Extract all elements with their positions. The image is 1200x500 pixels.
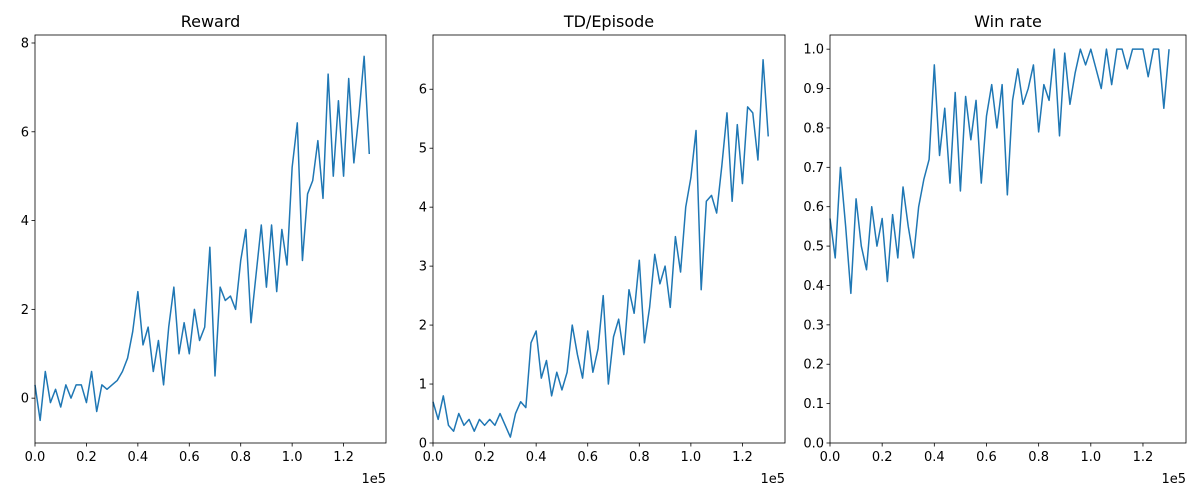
x-tick-label: 0.6: [179, 450, 200, 465]
x-tick-label: 1.0: [1080, 450, 1101, 465]
y-tick-label: 4: [21, 214, 29, 229]
x-tick-label: 0.2: [872, 450, 893, 465]
y-tick-label: 1: [419, 378, 427, 393]
y-tick-label: 0.2: [803, 358, 824, 373]
x-offset-label: 1e5: [361, 472, 386, 487]
x-tick-label: 0.8: [1028, 450, 1049, 465]
x-tick-label: 0.4: [128, 450, 149, 465]
y-tick-label: 3: [419, 260, 427, 275]
data-line: [34, 55, 371, 422]
plot-frame: [829, 34, 1187, 444]
y-tick-label: 0.4: [803, 279, 824, 294]
x-tick-label: 1.0: [282, 450, 303, 465]
x-tick-label: 0.0: [25, 450, 46, 465]
x-tick-label: 0.6: [976, 450, 997, 465]
y-tick-label: 0.8: [803, 121, 824, 136]
y-tick-label: 0.7: [803, 161, 824, 176]
y-tick-label: 4: [419, 201, 427, 216]
x-tick-label: 0.0: [423, 450, 444, 465]
y-tick-label: 0.9: [803, 82, 824, 97]
chart-title: Reward: [181, 12, 241, 31]
y-tick-label: 0: [21, 392, 29, 407]
y-tick-label: 0: [419, 437, 427, 452]
plot-frame: [432, 34, 786, 444]
x-tick-label: 0.0: [820, 450, 841, 465]
y-tick-label: 2: [419, 319, 427, 334]
chart-title: Win rate: [974, 12, 1042, 31]
x-offset-label: 1e5: [760, 472, 785, 487]
x-tick-label: 0.2: [76, 450, 97, 465]
chart-title: TD/Episode: [563, 12, 654, 31]
x-tick-label: 1.2: [333, 450, 354, 465]
x-tick-label: 0.8: [629, 450, 650, 465]
y-tick-label: 8: [21, 36, 29, 51]
y-tick-label: 6: [21, 125, 29, 140]
x-tick-label: 1.0: [681, 450, 702, 465]
y-tick-label: 6: [419, 83, 427, 98]
plot-frame: [34, 34, 387, 444]
data-line: [432, 59, 769, 438]
y-tick-label: 0.3: [803, 318, 824, 333]
y-tick-label: 0.5: [803, 240, 824, 255]
y-tick-label: 2: [21, 303, 29, 318]
x-tick-label: 0.4: [526, 450, 547, 465]
y-tick-label: 0.0: [803, 437, 824, 452]
x-tick-label: 0.4: [924, 450, 945, 465]
y-tick-label: 0.1: [803, 397, 824, 412]
x-offset-label: 1e5: [1161, 472, 1186, 487]
y-tick-label: 1.0: [803, 43, 824, 58]
data-line: [829, 48, 1170, 295]
x-tick-label: 0.2: [474, 450, 495, 465]
y-tick-label: 5: [419, 142, 427, 157]
y-tick-label: 0.6: [803, 200, 824, 215]
x-tick-label: 1.2: [1133, 450, 1154, 465]
x-tick-label: 0.6: [577, 450, 598, 465]
x-tick-label: 0.8: [230, 450, 251, 465]
x-tick-label: 1.2: [732, 450, 753, 465]
